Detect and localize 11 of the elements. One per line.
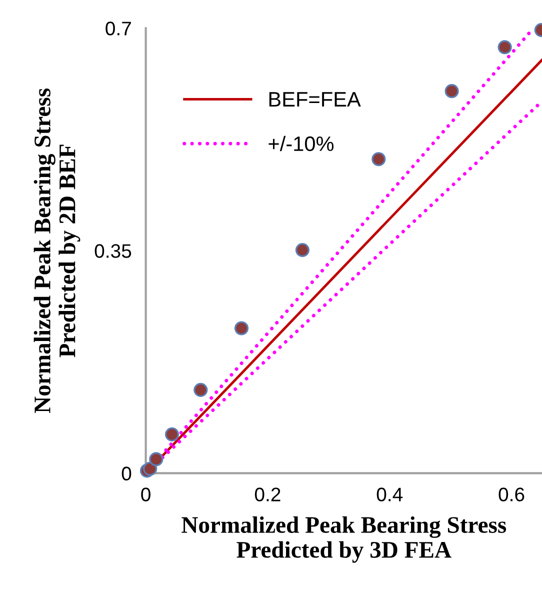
y-tick-label: 0 <box>122 466 132 480</box>
x-tick-label: 0.4 <box>376 488 403 502</box>
x-axis-title: Normalized Peak Bearing Stress Predicted by 3D FEA <box>182 516 506 563</box>
x-tick-label: 0 <box>141 488 150 502</box>
legend-label: +/-10% <box>268 136 334 152</box>
x-tick-label: 0.2 <box>254 488 280 502</box>
y-tick-label: 0.7 <box>106 22 131 36</box>
x-tick-label: 0.6 <box>498 488 524 502</box>
legend-label: BEF=FEA <box>269 92 361 107</box>
y-axis-title: Normalized Peak Bearing Stress Predicted by 2D BEF <box>34 88 80 413</box>
y-tick-label: 0.35 <box>94 244 132 258</box>
